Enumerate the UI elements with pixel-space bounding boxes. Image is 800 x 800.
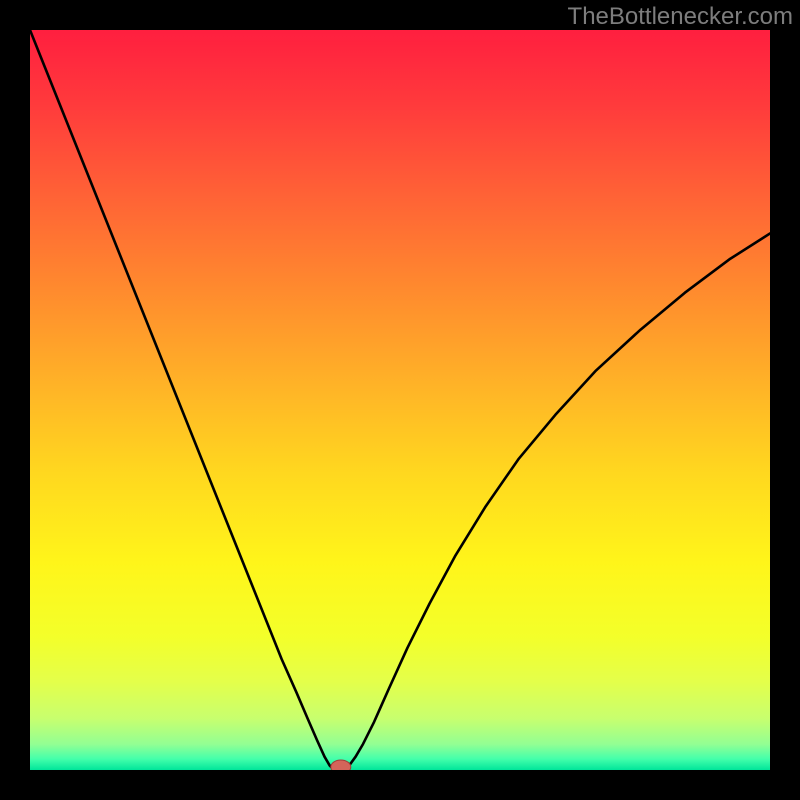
plot-area [30, 30, 770, 770]
gradient-background [30, 30, 770, 770]
minimum-marker [331, 760, 351, 770]
chart-frame: TheBottlenecker.com [0, 0, 800, 800]
plot-svg [30, 30, 770, 770]
watermark-text: TheBottlenecker.com [568, 3, 793, 31]
